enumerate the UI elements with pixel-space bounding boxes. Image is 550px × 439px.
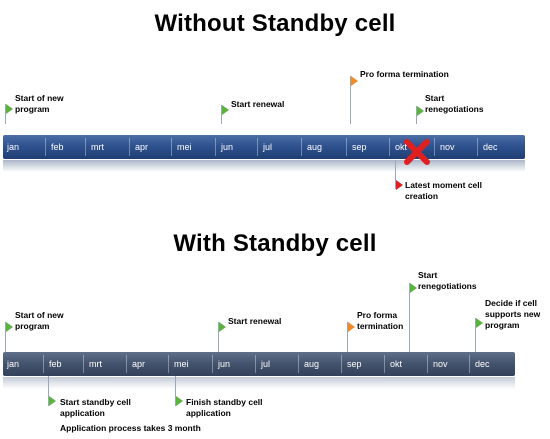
top-month-apr: apr <box>135 142 149 152</box>
flag-pro-forma-icon <box>351 76 358 86</box>
pole-latest-moment <box>395 160 396 189</box>
top-month-divider <box>389 138 390 156</box>
bottom-month-sep: sep <box>347 359 362 369</box>
top-month-divider <box>85 138 86 156</box>
flag-start-program-2-icon <box>6 322 13 332</box>
flag-decide-icon <box>476 318 483 328</box>
top-month-okt: okt <box>395 142 408 152</box>
bottom-month-divider <box>427 355 428 373</box>
top-month-divider <box>45 138 46 156</box>
bottom-month-okt: okt <box>390 359 403 369</box>
pole-pro-forma <box>350 76 351 124</box>
top-month-aug: aug <box>307 142 323 152</box>
top-month-divider <box>346 138 347 156</box>
cross-mark-icon <box>404 139 430 165</box>
bottom-month-nov: nov <box>433 359 448 369</box>
top-month-jul: jul <box>263 142 273 152</box>
label-start-program: Start of new program <box>15 93 64 114</box>
flag-start-renewal-2-icon <box>219 322 226 332</box>
top-month-jan: jan <box>7 142 20 152</box>
bottom-month-jun: jun <box>218 359 231 369</box>
bottom-month-divider <box>469 355 470 373</box>
top-month-sep: sep <box>352 142 367 152</box>
label-pro-forma: Pro forma termination <box>360 69 449 79</box>
label-renegotiations: Start renegotiations <box>425 93 484 114</box>
bottom-title: With Standby cell <box>173 230 377 257</box>
bottom-month-divider <box>43 355 44 373</box>
bottom-month-dec: dec <box>475 359 490 369</box>
bottom-month-divider <box>126 355 127 373</box>
flag-start-standby-icon <box>49 396 56 406</box>
bottom-month-feb: feb <box>49 359 62 369</box>
top-month-divider <box>301 138 302 156</box>
bottom-month-jul: jul <box>261 359 271 369</box>
label-renegotiations-2: Start renegotiations <box>418 270 477 291</box>
label-start-program-2: Start of new program <box>15 310 64 331</box>
bottom-month-divider <box>212 355 213 373</box>
bottom-month-divider <box>298 355 299 373</box>
flag-finish-standby-icon <box>176 396 183 406</box>
flag-renegotiations-icon <box>417 106 424 116</box>
timeline-reflection-bottom <box>3 377 515 389</box>
flag-renegotiations-2-icon <box>410 283 417 293</box>
pole-start-program-2 <box>5 322 6 352</box>
label-latest-moment: Latest moment cell creation <box>405 180 482 201</box>
pole-start-program <box>5 104 6 124</box>
bottom-month-divider <box>83 355 84 373</box>
bottom-month-divider <box>255 355 256 373</box>
label-start-renewal: Start renewal <box>231 99 285 109</box>
bottom-month-jan: jan <box>7 359 20 369</box>
label-pro-forma-2: Pro forma termination <box>357 310 404 331</box>
top-month-divider <box>129 138 130 156</box>
pole-start-renewal-2 <box>218 322 219 352</box>
flag-latest-moment-icon <box>396 180 403 190</box>
bottom-month-divider <box>341 355 342 373</box>
label-start-standby: Start standby cell application <box>60 397 131 418</box>
bottom-month-aug: aug <box>304 359 320 369</box>
top-month-divider <box>257 138 258 156</box>
top-month-divider <box>477 138 478 156</box>
flag-start-program-icon <box>6 104 13 114</box>
bottom-month-divider <box>384 355 385 373</box>
top-month-dec: dec <box>483 142 498 152</box>
flag-pro-forma-2-icon <box>348 322 355 332</box>
pole-pro-forma-2 <box>347 322 348 352</box>
bottom-month-mei: mei <box>174 359 189 369</box>
top-month-nov: nov <box>440 142 455 152</box>
bottom-month-mrt: mrt <box>89 359 102 369</box>
timeline-bar-bottom <box>3 352 515 376</box>
top-month-jun: jun <box>221 142 234 152</box>
pole-start-standby <box>48 376 49 406</box>
top-month-mrt: mrt <box>91 142 104 152</box>
top-month-divider <box>215 138 216 156</box>
bottom-month-apr: apr <box>132 359 146 369</box>
label-start-renewal-2: Start renewal <box>228 316 282 326</box>
application-note: Application process takes 3 month <box>60 423 201 433</box>
timeline-reflection-top <box>3 160 525 172</box>
label-decide: Decide if cell supports new program <box>485 298 541 330</box>
label-finish-standby: Finish standby cell application <box>186 397 263 418</box>
pole-finish-standby <box>175 376 176 406</box>
pole-start-renewal <box>221 105 222 124</box>
top-month-mei: mei <box>177 142 192 152</box>
pole-renegotiations-2 <box>409 283 410 352</box>
pole-renegotiations <box>416 106 417 124</box>
flag-start-renewal-icon <box>222 105 229 115</box>
timeline-bar-top <box>3 135 525 159</box>
top-title: Without Standby cell <box>154 10 396 37</box>
top-month-divider <box>434 138 435 156</box>
top-month-divider <box>171 138 172 156</box>
top-month-feb: feb <box>51 142 64 152</box>
bottom-month-divider <box>168 355 169 373</box>
pole-decide <box>475 318 476 352</box>
